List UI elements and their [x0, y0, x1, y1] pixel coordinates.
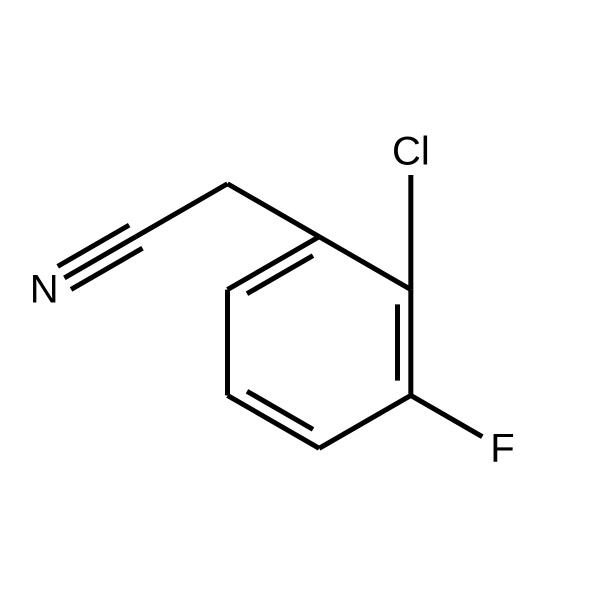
atom-label: Cl	[392, 130, 430, 174]
atom-label: F	[490, 426, 514, 470]
atom-label: N	[30, 268, 59, 312]
molecule-svg: Cl F N	[0, 0, 600, 600]
